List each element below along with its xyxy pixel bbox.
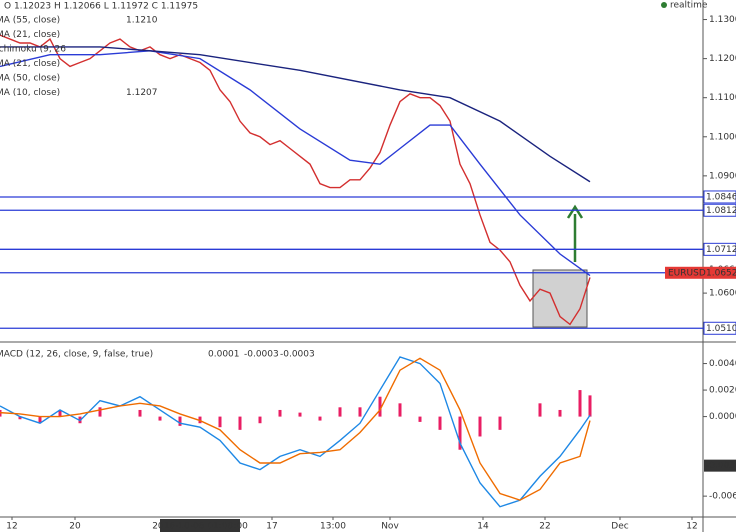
arrow-head <box>566 204 584 219</box>
histogram-bar <box>498 416 502 430</box>
y-tick-label: 1.11000 <box>709 93 736 103</box>
level-badge <box>703 203 736 217</box>
histogram-bar <box>298 412 302 417</box>
x-tick-label: 14 <box>477 522 489 532</box>
y-tick-label: 1.10000 <box>709 132 736 142</box>
macd-title: MACD (12, 26, close, 9, false, true) <box>0 350 153 360</box>
y-tick-label: 1.12000 <box>709 54 736 64</box>
histogram-bar <box>358 407 362 417</box>
y-tick-label: 0.0000 <box>709 412 736 422</box>
x-tick-label: 12 <box>6 522 17 532</box>
histogram-bar <box>218 416 222 428</box>
realtime-dot <box>661 2 667 8</box>
histogram-bar <box>538 403 542 417</box>
indicator-value: 1.1210 <box>126 16 158 26</box>
x-tick-label: 20 <box>69 522 81 532</box>
histogram-bar <box>418 416 422 422</box>
range-box <box>532 269 588 328</box>
histogram-bar <box>278 409 282 417</box>
x-tick-label: 17 <box>266 522 277 532</box>
realtime: realtime <box>670 1 708 11</box>
series-line <box>0 34 591 326</box>
last-value-label: -0.0037 <box>706 461 736 471</box>
histogram-bar <box>238 416 242 430</box>
histogram-bar <box>338 407 342 417</box>
histogram-bar <box>588 395 592 417</box>
histogram-bar <box>58 409 62 417</box>
x-tick-label: 12 <box>686 522 697 532</box>
histogram-bar <box>378 396 382 417</box>
y-tick-label: 1.09000 <box>709 171 736 181</box>
last-value-badge <box>704 459 736 472</box>
series-line <box>0 356 591 508</box>
last-price-badge <box>665 266 736 279</box>
crosshair-label: 2016-10-06 01:00:00 <box>152 522 248 532</box>
histogram-bar <box>138 409 142 417</box>
histogram-bar <box>478 416 482 437</box>
level-label: 1.0812 <box>706 206 736 216</box>
x-tick-label: 22 <box>539 522 550 532</box>
histogram-bar <box>178 416 182 426</box>
histogram-bar <box>578 390 582 417</box>
y-tick-label: 1.06000 <box>709 289 736 299</box>
indicator-value: 1.1207 <box>126 88 158 98</box>
level-badge <box>703 190 736 204</box>
indicator-label: MA (21, close) <box>0 59 60 69</box>
histogram-bar <box>18 416 22 420</box>
series-line <box>0 357 591 501</box>
level-label: 1.0510 <box>706 324 736 334</box>
ohlc: O 1.12023 H 1.12066 L 1.11972 C 1.11975 <box>4 2 198 12</box>
x-tick-label: 13:00 <box>320 522 346 532</box>
series-line <box>0 50 591 277</box>
series-line <box>0 46 591 183</box>
indicator-label: MA (10, close) <box>0 88 60 98</box>
y-tick-label: 1.13000 <box>709 15 736 25</box>
histogram-bar <box>158 416 162 421</box>
histogram-bar <box>258 416 262 424</box>
histogram-bar <box>398 403 402 417</box>
level-badge <box>703 321 736 335</box>
crosshair-badge <box>160 519 240 532</box>
y-tick-label: -0.0060 <box>709 492 736 502</box>
histogram-bar <box>558 409 562 417</box>
indicator-label: MA (21, close) <box>0 30 60 40</box>
histogram-bar <box>458 416 462 450</box>
macd-reading: -0.0003 <box>244 350 279 360</box>
x-tick-label: Dec <box>611 522 628 532</box>
histogram-bar <box>98 407 102 417</box>
x-tick-label: Nov <box>381 522 399 532</box>
histogram-bar <box>438 416 442 430</box>
indicator-label: MA (50, close) <box>0 74 60 84</box>
last-price-name: EURUSD <box>668 268 706 278</box>
histogram-bar <box>38 416 42 424</box>
macd-reading: -0.0003 <box>280 350 315 360</box>
level-label: 1.0712 <box>706 245 736 255</box>
indicator-label: MA (55, close) <box>0 16 60 26</box>
indicator-label: Ichimoku (9, 26 <box>0 45 66 55</box>
level-label: 1.0846 <box>706 192 736 202</box>
histogram-bar <box>318 416 322 421</box>
last-price-label: 1.0652 <box>706 268 736 278</box>
level-badge <box>703 242 736 256</box>
macd-reading: 0.0001 <box>208 350 240 360</box>
